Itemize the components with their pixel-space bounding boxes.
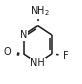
Text: NH$_2$: NH$_2$ [30, 4, 50, 18]
Text: O: O [3, 47, 11, 57]
Text: F: F [63, 51, 69, 61]
Text: N: N [20, 30, 27, 40]
Text: NH: NH [30, 58, 45, 68]
